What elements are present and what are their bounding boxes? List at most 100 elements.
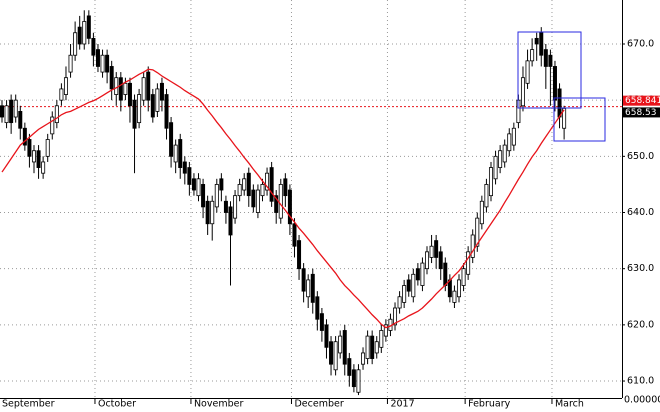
candle-body [41, 161, 46, 174]
candle-body [552, 66, 557, 101]
candle-body [530, 49, 535, 62]
candle-body [214, 184, 219, 208]
candle-body [169, 122, 174, 157]
candle-body [347, 358, 352, 376]
x-tick-label: December [294, 399, 343, 410]
candle-body [255, 189, 260, 213]
candle-body [219, 178, 224, 191]
candle-body [77, 26, 82, 45]
candle-body [210, 200, 215, 225]
candle-body [269, 167, 274, 202]
candle-body [411, 273, 416, 298]
candle-body [233, 195, 238, 219]
candle-body [443, 262, 448, 286]
candle-body [137, 94, 142, 124]
candle-body [534, 37, 539, 45]
candle-body [324, 324, 329, 348]
candle-body [456, 279, 461, 298]
candle-body [228, 206, 233, 236]
candle-body [182, 161, 187, 174]
price-label: 658.841 [625, 96, 660, 106]
candle-body [315, 296, 320, 320]
x-tick-label: October [98, 399, 136, 410]
candle-body [146, 71, 151, 101]
candle-body [379, 330, 384, 348]
candle-body [54, 105, 59, 124]
candle-body [36, 150, 41, 168]
candle-body [0, 105, 4, 118]
candle-body [452, 290, 457, 303]
candle-body [466, 251, 471, 275]
candle-body [493, 155, 498, 180]
candle-body [488, 167, 493, 197]
candle-body [511, 127, 516, 146]
candle-body [9, 99, 14, 124]
candle-body [420, 262, 425, 286]
candle-body [260, 184, 265, 197]
candle-body [187, 167, 192, 185]
candle-body [82, 21, 87, 45]
candle-body [333, 341, 338, 371]
candle-body [429, 245, 434, 258]
candle-body [31, 150, 36, 163]
candle-body [310, 273, 315, 303]
candle-body [141, 77, 146, 101]
candle-body [461, 268, 466, 286]
y-tick-label: 620.0 [627, 319, 654, 330]
candle-body [393, 307, 398, 326]
candle-body [265, 172, 270, 191]
candle-body [223, 200, 228, 213]
x-tick-label: November [194, 399, 244, 410]
candle-body [105, 54, 110, 73]
candle-body [274, 195, 279, 213]
candle-body [383, 324, 388, 337]
candle-body [498, 150, 503, 168]
candle-body [520, 77, 525, 107]
corner-label: 0.00000 [624, 395, 660, 406]
candle-body [557, 88, 562, 118]
candle-body [361, 352, 366, 365]
candle-body [278, 184, 283, 219]
candle-body [191, 178, 196, 191]
candle-body [287, 189, 292, 225]
candle-body [50, 116, 55, 135]
candle-body [237, 184, 242, 197]
candle-body [351, 369, 356, 388]
x-tick-label: February [468, 399, 510, 410]
candle-body [100, 54, 105, 73]
price-label: 658.53 [625, 108, 657, 118]
candle-body [73, 32, 78, 56]
candle-body [59, 88, 64, 101]
candle-body [109, 66, 114, 90]
candle-body [173, 144, 178, 163]
candle-body [306, 279, 311, 298]
candle-body [397, 296, 402, 309]
candle-body [438, 251, 443, 270]
candle-body [301, 268, 306, 292]
candle-body [251, 189, 256, 208]
candle-body [201, 184, 206, 208]
y-tick-label: 670.0 [627, 38, 654, 49]
candle-body [479, 200, 484, 225]
candle-body [95, 49, 100, 67]
candle-body [18, 110, 23, 129]
candle-body [159, 82, 164, 101]
candle-body [425, 251, 430, 270]
candle-body [434, 240, 439, 258]
x-tick-label: September [2, 399, 55, 410]
candle-body [374, 341, 379, 354]
candle-body [539, 32, 544, 56]
candle-body [123, 82, 128, 95]
candle-body [338, 335, 343, 354]
candle-body [525, 60, 530, 84]
y-tick-label: 650.0 [627, 151, 654, 162]
candle-body [150, 94, 155, 118]
x-tick-label: March [555, 399, 584, 410]
candle-body [342, 330, 347, 365]
candle-body [4, 105, 9, 124]
candle-body [475, 217, 480, 247]
x-tick-label: 2017 [390, 399, 414, 410]
candle-body [319, 313, 324, 331]
candle-body [292, 223, 297, 247]
y-tick-label: 630.0 [627, 263, 654, 274]
